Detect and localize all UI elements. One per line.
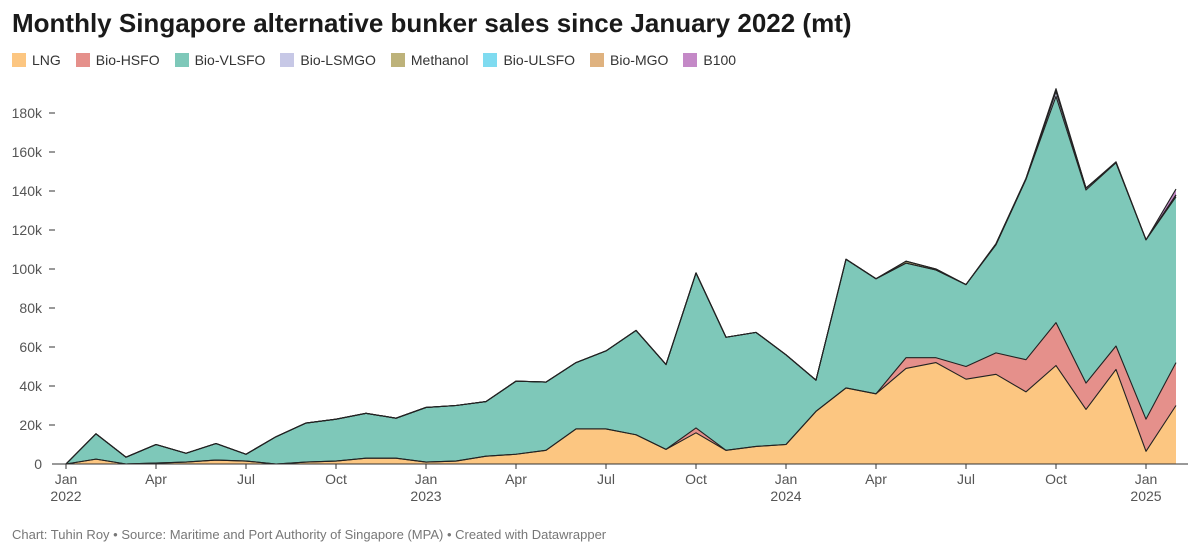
legend-swatch xyxy=(174,53,189,67)
chart-title: Monthly Singapore alternative bunker sal… xyxy=(12,8,852,38)
area-series-group xyxy=(66,88,1176,465)
x-tick-label: Jul xyxy=(597,471,615,487)
x-tick-label: Jan xyxy=(775,471,798,487)
legend-label: Bio-MGO xyxy=(610,52,669,68)
outline-b100 xyxy=(65,88,1177,465)
x-tick-label: Jan xyxy=(55,471,78,487)
legend-item-bio-lsmgo: Bio-LSMGO xyxy=(280,52,376,68)
legend-swatch xyxy=(483,53,498,67)
area-lng xyxy=(66,362,1176,464)
y-tick-label: 80k xyxy=(19,300,43,316)
y-tick-label: 0 xyxy=(34,456,42,472)
legend-item-b100: B100 xyxy=(683,52,736,68)
legend-item-bio-mgo: Bio-MGO xyxy=(590,52,668,68)
y-tick-label: 60k xyxy=(19,339,43,355)
legend-swatch xyxy=(390,53,405,67)
x-tick-label: Oct xyxy=(1045,471,1067,487)
legend-label: Bio-LSMGO xyxy=(300,52,376,68)
x-tick-label: Oct xyxy=(685,471,707,487)
area-outline-group xyxy=(65,88,1177,465)
x-tick-year-label: 2023 xyxy=(410,488,441,504)
legend-label: LNG xyxy=(32,52,61,68)
legend-swatch xyxy=(12,53,26,67)
legend-item-bio-vlsfo: Bio-VLSFO xyxy=(174,52,266,68)
legend-item-lng: LNG xyxy=(12,52,61,68)
x-tick-label: Oct xyxy=(325,471,347,487)
x-tick-label: Jul xyxy=(957,471,975,487)
y-tick-label: 140k xyxy=(12,183,43,199)
legend-label: Bio-VLSFO xyxy=(194,52,266,68)
chart-footer: Chart: Tuhin Roy • Source: Maritime and … xyxy=(12,527,606,542)
y-axis: 0 20k 40k 60k 80k 100k 120k 140k 160k 180k xyxy=(12,105,55,472)
legend-label: Bio-ULSFO xyxy=(503,52,576,68)
legend-label: B100 xyxy=(703,52,737,68)
legend-item-bio-hsfo: Bio-HSFO xyxy=(75,52,160,68)
x-tick-year-label: 2025 xyxy=(1130,488,1161,504)
legend-swatch xyxy=(75,53,90,67)
legend-swatch xyxy=(590,53,605,67)
x-tick-label: Jan xyxy=(1135,471,1158,487)
legend-swatch xyxy=(683,53,698,67)
area-bio-vlsfo xyxy=(66,96,1176,465)
x-tick-label: Jan xyxy=(415,471,438,487)
chart-legend: LNG Bio-HSFO Bio-VLSFO Bio-LSMGO Methanol Bio… xyxy=(12,52,751,68)
x-tick-label: Apr xyxy=(865,471,887,487)
y-tick-label: 40k xyxy=(19,378,43,394)
legend-item-bio-ulsfo: Bio-ULSFO xyxy=(483,52,575,68)
x-tick-label: Jul xyxy=(237,471,255,487)
x-tick-year-label: 2022 xyxy=(50,488,81,504)
x-tick-label: Apr xyxy=(145,471,167,487)
x-tick-year-label: 2024 xyxy=(770,488,801,504)
y-tick-label: 100k xyxy=(12,261,43,277)
y-tick-label: 180k xyxy=(12,105,43,121)
legend-label: Bio-HSFO xyxy=(95,52,160,68)
y-tick-label: 160k xyxy=(12,144,43,160)
y-tick-label: 20k xyxy=(19,417,43,433)
outline-bio-hsfo xyxy=(65,322,1177,465)
legend-swatch xyxy=(280,53,295,67)
x-tick-label: Apr xyxy=(505,471,527,487)
legend-label: Methanol xyxy=(410,52,469,68)
footer-credit: Chart: Tuhin Roy • Source: Maritime and … xyxy=(12,527,607,542)
y-tick-label: 120k xyxy=(12,222,43,238)
legend-item-methanol: Methanol xyxy=(390,52,469,68)
